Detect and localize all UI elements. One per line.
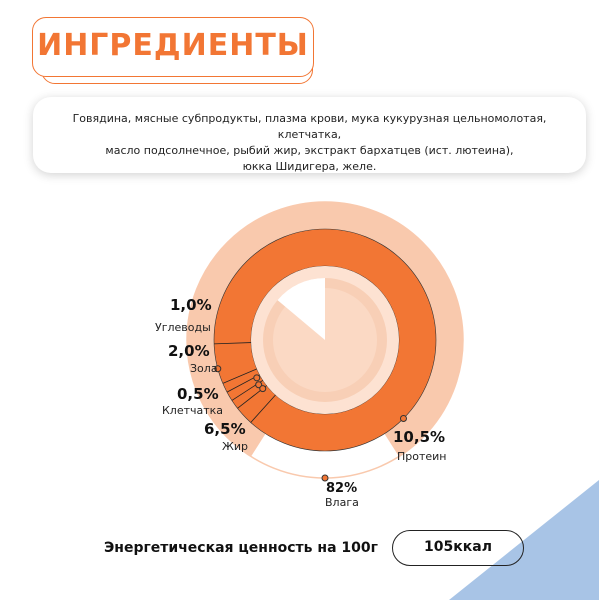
ingredients-card: Говядина, мясные субпродукты, плазма кро…: [33, 97, 586, 173]
ash-label: Зола: [190, 362, 218, 375]
fat-marker: [259, 385, 267, 393]
fiber-value: 0,5%: [177, 385, 219, 403]
fiber-label: Клетчатка: [162, 404, 224, 417]
ash-value: 2,0%: [168, 342, 210, 360]
fat-label: Жир: [222, 440, 248, 453]
ingredients-line-3: юкка Шидигера, желе.: [242, 160, 377, 173]
energy-value-pill: 105ккал: [392, 530, 524, 566]
nutrient-ring-outer-edge: [213, 228, 437, 452]
fiber-marker-2: [255, 381, 263, 389]
center-highlight-wedge: [277, 278, 325, 340]
nutrient-ring: [214, 229, 436, 451]
fat-value: 6,5%: [204, 420, 246, 438]
fiber-marker: [253, 374, 261, 382]
moisture-marker: [321, 474, 329, 482]
energy-label: Энергетическая ценность на 100г: [104, 540, 378, 556]
moisture-label: Влага: [325, 496, 359, 509]
ingredients-line-1: Говядина, мясные субпродукты, плазма кро…: [72, 112, 547, 141]
segment-divider-0: [214, 342, 252, 345]
moisture-value: 82%: [326, 481, 358, 496]
segment-divider-1: [222, 368, 258, 384]
page-title: ИНГРЕДИЕНТЫ: [37, 28, 309, 63]
segment-divider-5: [250, 394, 276, 423]
corner-decoration: [449, 480, 599, 600]
protein-value: 10,5%: [393, 428, 446, 446]
protein-marker: [399, 414, 407, 422]
carbs-value: 1,0%: [170, 296, 212, 314]
ash-marker: [214, 365, 222, 373]
carbs-label: Углеводы: [155, 321, 211, 334]
protein-label: Протеин: [397, 450, 447, 463]
ingredients-line-2: масло подсолнечное, рыбий жир, экстракт …: [105, 144, 514, 157]
ingredients-text: Говядина, мясные субпродукты, плазма кро…: [41, 111, 578, 175]
